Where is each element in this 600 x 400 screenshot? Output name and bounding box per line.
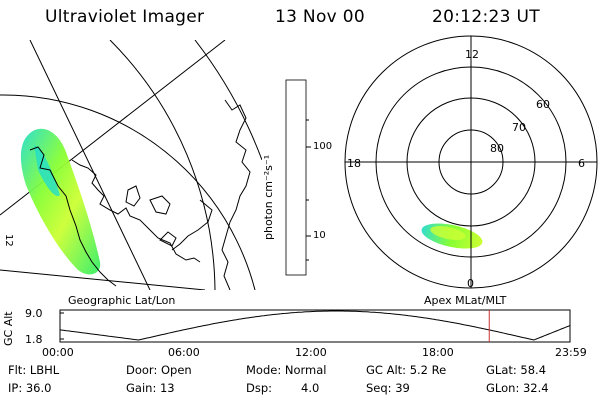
observation-time: 20:12:23 UT <box>432 7 540 27</box>
info-dsp-label: Dsp: <box>246 381 273 395</box>
altitude-plot <box>59 309 571 343</box>
polar-mlt-0: 0 <box>467 277 474 290</box>
info-gain: Gain: 13 <box>126 381 175 395</box>
info-dsp-value: 4.0 <box>301 381 320 395</box>
info-filter: Flt: LBHL <box>8 363 60 377</box>
polar-lat-60: 60 <box>536 98 550 111</box>
polar-mlt-6: 6 <box>578 157 585 170</box>
colorbar-unit-label: photon cm⁻²s⁻¹ <box>262 154 275 240</box>
polar-caption: Apex MLat/MLT <box>424 294 507 307</box>
xtick-0600: 06:00 <box>168 346 200 359</box>
info-ip: IP: 36.0 <box>8 381 52 395</box>
polar-lat-80: 80 <box>490 142 504 155</box>
polar-plot <box>344 35 598 289</box>
xtick-2359: 23:59 <box>555 346 587 359</box>
left-map-mark-label: 12 <box>3 234 14 247</box>
colorbar-tick-10: 10 <box>313 230 326 241</box>
info-seq: Seq: 39 <box>366 381 410 395</box>
info-door: Door: Open <box>126 363 192 377</box>
polar-mlt-18: 18 <box>347 157 361 170</box>
altitude-ytick-top: 9.0 <box>25 307 43 320</box>
colorbar <box>285 79 311 276</box>
polar-mlt-12: 12 <box>465 48 479 61</box>
info-mode: Mode: Normal <box>246 363 327 377</box>
colorbar-tick-100: 100 <box>313 141 333 152</box>
info-glon: GLon: 32.4 <box>486 381 549 395</box>
xtick-0000: 00:00 <box>42 346 74 359</box>
info-glat: GLat: 58.4 <box>486 363 547 377</box>
info-gc-alt: GC Alt: 5.2 Re <box>366 363 447 377</box>
xtick-1800: 18:00 <box>422 346 454 359</box>
left-map-caption: Geographic Lat/Lon <box>68 294 176 307</box>
altitude-ylabel: GC Alt <box>2 311 15 346</box>
observation-date: 13 Nov 00 <box>275 7 365 27</box>
polar-lat-70: 70 <box>512 121 526 134</box>
xtick-1200: 12:00 <box>295 346 327 359</box>
altitude-ytick-bottom: 1.8 <box>25 333 43 346</box>
instrument-title: Ultraviolet Imager <box>45 7 205 27</box>
geographic-map <box>0 40 262 290</box>
